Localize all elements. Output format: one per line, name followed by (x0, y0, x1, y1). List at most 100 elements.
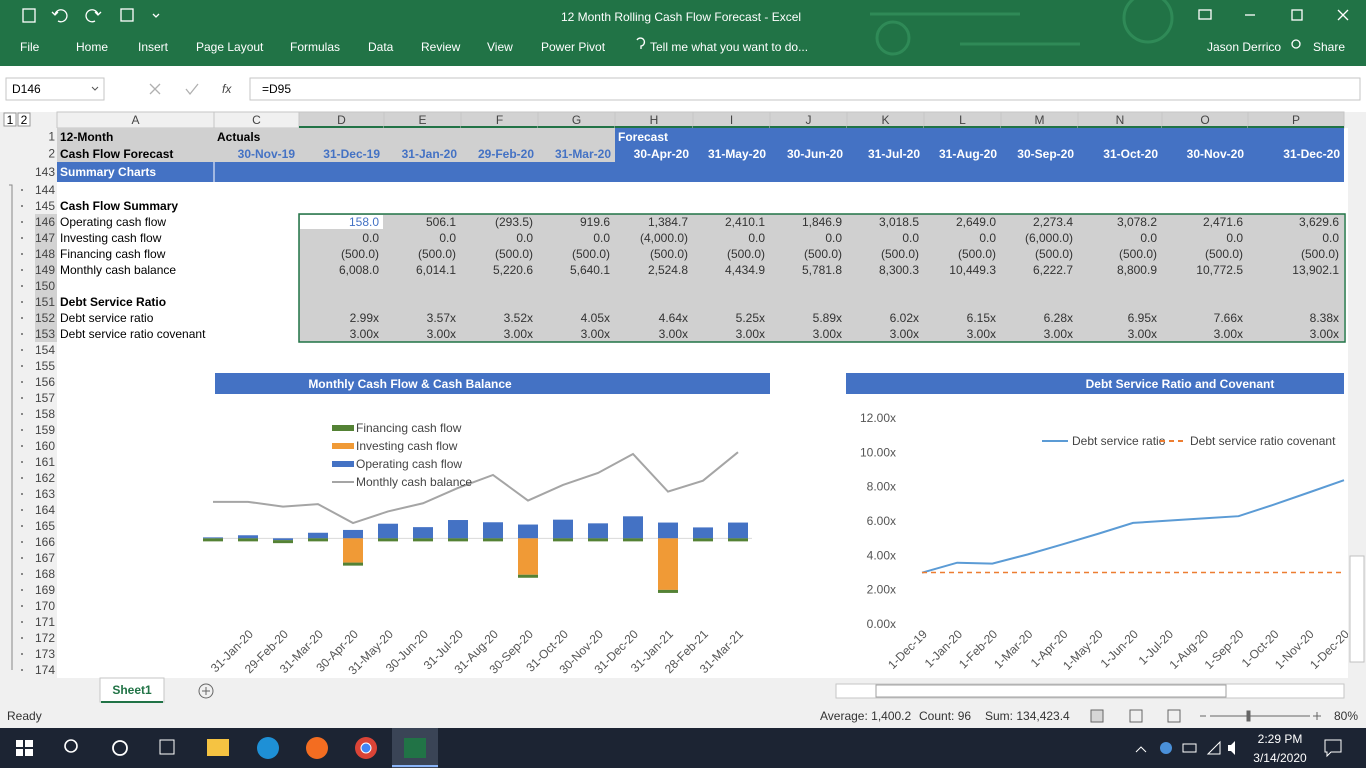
ribbon-tab[interactable]: Formulas (290, 40, 340, 54)
cell-value[interactable]: 0.0 (362, 231, 379, 245)
cell-value[interactable]: 3.00x (813, 327, 842, 341)
chart-area-2[interactable] (846, 373, 1344, 678)
cell-value[interactable]: 8,300.3 (879, 263, 919, 277)
legend-label[interactable]: Financing cash flow (356, 421, 462, 435)
row-header[interactable] (35, 374, 57, 390)
cell-value[interactable]: (4,000.0) (640, 231, 688, 245)
cortana-button[interactable] (112, 740, 128, 756)
row-header[interactable] (35, 454, 57, 470)
tell-me[interactable]: Tell me what you want to do... (650, 40, 808, 54)
cell-value[interactable]: 4,434.9 (725, 263, 765, 277)
legend-label[interactable]: Debt service ratio covenant (1190, 434, 1336, 448)
insert-function[interactable]: fx (222, 82, 232, 96)
row-header[interactable] (35, 502, 57, 518)
share-button[interactable]: Share (1313, 40, 1345, 54)
cell-value[interactable]: 6,014.1 (416, 263, 456, 277)
page-layout-view[interactable] (1129, 709, 1143, 723)
cell-value[interactable]: 6.28x (1044, 311, 1073, 325)
row-header[interactable] (35, 262, 57, 278)
cell-value[interactable]: 1,846.9 (802, 215, 842, 229)
row-header[interactable] (35, 390, 57, 406)
cell-value[interactable]: 3.52x (504, 311, 533, 325)
legend-label[interactable]: Investing cash flow (356, 439, 458, 453)
undo-icon[interactable] (51, 9, 68, 23)
row-header[interactable] (35, 406, 57, 422)
cell-value[interactable]: 0.0 (902, 231, 919, 245)
cell-value[interactable]: 3.00x (659, 327, 688, 341)
cell-value[interactable]: 0.0 (748, 231, 765, 245)
cell-value[interactable]: 3.57x (427, 311, 456, 325)
ribbon-tab[interactable]: Data (368, 40, 394, 54)
cell-value[interactable]: 3.00x (1310, 327, 1339, 341)
tray-volume[interactable] (1228, 741, 1235, 755)
ribbon-tab[interactable]: Insert (138, 40, 169, 54)
row-header[interactable] (35, 342, 57, 358)
cell-value[interactable]: 0.0 (1226, 231, 1243, 245)
close-icon[interactable] (1337, 9, 1349, 21)
row-header[interactable] (35, 198, 57, 214)
active-cell[interactable] (300, 215, 383, 229)
cell-value[interactable]: 3.00x (890, 327, 919, 341)
row-header[interactable] (35, 486, 57, 502)
row-header[interactable] (35, 518, 57, 534)
row-header[interactable] (35, 358, 57, 374)
row-header[interactable] (35, 230, 57, 246)
row-header[interactable] (35, 598, 57, 614)
cell-value[interactable]: (500.0) (958, 247, 996, 261)
ribbon-tab[interactable]: Review (421, 40, 461, 54)
cell-value[interactable]: 3.00x (350, 327, 379, 341)
row-header[interactable] (35, 310, 57, 326)
zoom-level[interactable]: 80% (1334, 709, 1358, 723)
row-header[interactable] (35, 582, 57, 598)
cell-value[interactable]: 0.0 (439, 231, 456, 245)
ribbon-tab[interactable]: Page Layout (196, 40, 264, 54)
cell-value[interactable]: 6.15x (967, 311, 996, 325)
sheet-tab[interactable] (99, 677, 165, 703)
cell-value[interactable]: 10,449.3 (949, 263, 996, 277)
cell-value[interactable]: 0.0 (825, 231, 842, 245)
cell-value[interactable]: (500.0) (572, 247, 610, 261)
row-header[interactable] (35, 550, 57, 566)
task-view[interactable] (159, 739, 175, 755)
cell-value[interactable]: (500.0) (1035, 247, 1073, 261)
row-header[interactable] (35, 614, 57, 630)
cell-value[interactable]: (293.5) (495, 215, 533, 229)
row-header[interactable] (35, 438, 57, 454)
cell-value[interactable]: (500.0) (1205, 247, 1243, 261)
outline-level-button[interactable] (3, 112, 17, 127)
cell-value[interactable]: 5,220.6 (493, 263, 533, 277)
cell-value[interactable]: 7.66x (1214, 311, 1243, 325)
cell-value[interactable]: 3.00x (967, 327, 996, 341)
zoom-slider[interactable] (1200, 712, 1321, 720)
row-header[interactable] (35, 294, 57, 310)
cell-value[interactable]: 5,640.1 (570, 263, 610, 277)
cell-value[interactable]: 2.99x (350, 311, 379, 325)
tray-network[interactable] (1206, 740, 1221, 755)
cell-value[interactable]: 0.0 (593, 231, 610, 245)
enter-button[interactable] (185, 83, 199, 96)
legend-label[interactable]: Debt service ratio (1072, 434, 1166, 448)
cell-value[interactable]: 5.89x (813, 311, 842, 325)
cell-value[interactable]: (500.0) (804, 247, 842, 261)
touch-icon[interactable] (120, 8, 134, 22)
cell-value[interactable]: 8,800.9 (1117, 263, 1157, 277)
cell-value[interactable]: 2,471.6 (1203, 215, 1243, 229)
restore-icon[interactable] (1291, 9, 1303, 21)
row-header[interactable] (35, 534, 57, 550)
search-button[interactable] (64, 739, 78, 753)
ribbon-tab[interactable]: View (487, 40, 513, 54)
cell-value[interactable]: 6,222.7 (1033, 263, 1073, 277)
cell-value[interactable]: (500.0) (650, 247, 688, 261)
cell-value[interactable]: 8.38x (1310, 311, 1339, 325)
cell-value[interactable]: 5,781.8 (802, 263, 842, 277)
cancel-button[interactable] (149, 83, 161, 95)
cell-value[interactable]: 4.05x (581, 311, 610, 325)
cell-value[interactable]: 1,384.7 (648, 215, 688, 229)
outline-level-button[interactable] (17, 112, 31, 127)
cell-value[interactable]: 10,772.5 (1196, 263, 1243, 277)
row-header[interactable] (35, 630, 57, 646)
row-header[interactable] (35, 145, 57, 162)
name-box[interactable] (5, 77, 105, 101)
explorer-icon[interactable] (207, 739, 229, 756)
start-button[interactable] (16, 740, 33, 756)
